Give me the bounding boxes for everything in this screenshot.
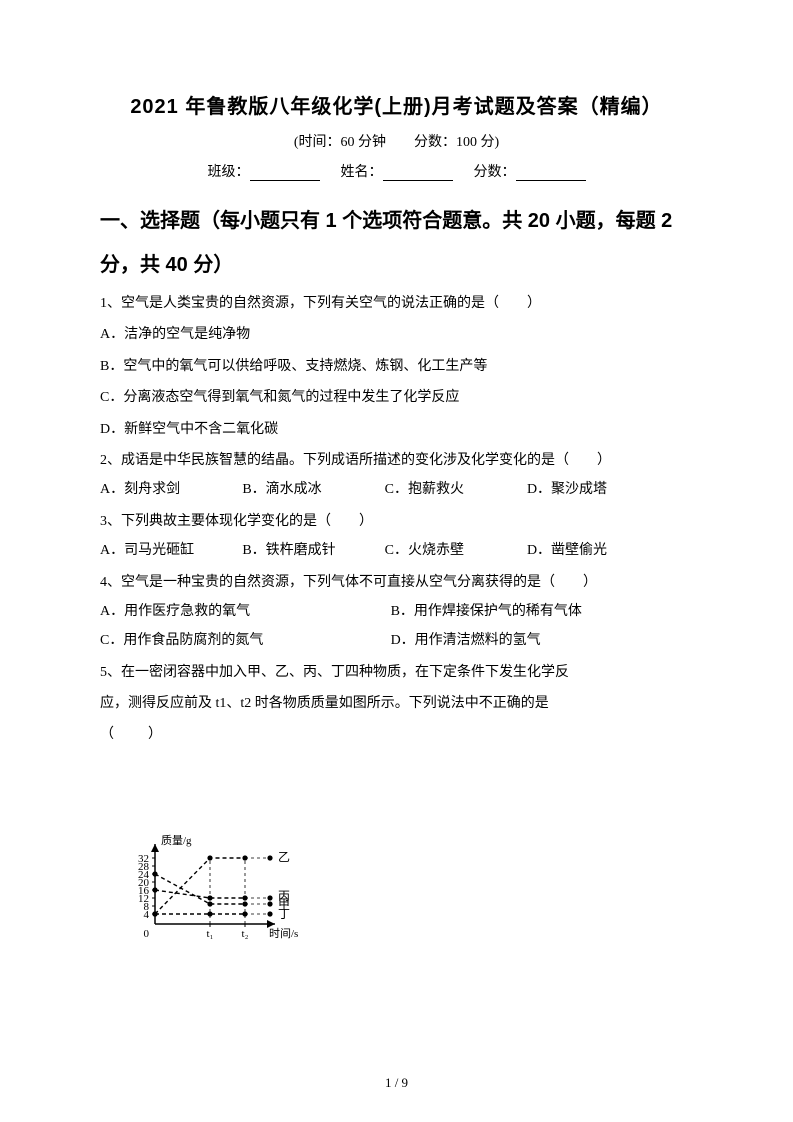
q3-optC: C．火烧赤壁 <box>385 536 527 565</box>
svg-text:丁: 丁 <box>278 907 290 921</box>
svg-text:乙: 乙 <box>278 850 290 864</box>
q4-optB: B．用作焊接保护气的稀有气体 <box>391 597 682 626</box>
svg-text:t₂: t₂ <box>242 928 249 939</box>
exam-meta: (时间：60 分钟 分数：100 分) <box>100 131 693 151</box>
label-score: 分数： <box>474 165 516 180</box>
q5-stem-1: 5、在一密闭容器中加入甲、乙、丙、丁四种物质，在下定条件下发生化学反 <box>100 658 693 687</box>
svg-text:0: 0 <box>144 928 150 939</box>
q1-optC: C．分离液态空气得到氧气和氮气的过程中发生了化学反应 <box>100 383 693 412</box>
blank-name[interactable] <box>383 166 453 181</box>
q2-stem: 2、成语是中华民族智慧的结晶。下列成语所描述的变化涉及化学变化的是（ ） <box>100 446 693 475</box>
q5-stem-2: 应，测得反应前及 t1、t2 时各物质质量如图所示。下列说法中不正确的是 <box>100 689 693 718</box>
q4-optA: A．用作医疗急救的氧气 <box>100 597 391 626</box>
q2-optC: C．抱薪救火 <box>385 475 527 504</box>
q4-options-row1: A．用作医疗急救的氧气B．用作焊接保护气的稀有气体 <box>100 597 693 626</box>
q4-options-row2: C．用作食品防腐剂的氮气D．用作清洁燃料的氢气 <box>100 626 693 655</box>
label-name: 姓名： <box>341 165 383 180</box>
fill-row: 班级： 姓名： 分数： <box>100 161 693 181</box>
q1-stem: 1、空气是人类宝贵的自然资源，下列有关空气的说法正确的是（ ） <box>100 289 693 318</box>
q3-optB: B．铁杵磨成针 <box>242 536 384 565</box>
svg-text:t₁: t₁ <box>207 928 214 939</box>
q4-optD: D．用作清洁燃料的氢气 <box>391 626 682 655</box>
q2-optA: A．刻舟求剑 <box>100 475 242 504</box>
q5-chart: 质量/g时间/s481216202428320t₁t₂乙丙甲丁 <box>110 764 693 944</box>
label-class: 班级： <box>208 165 250 180</box>
page-title: 2021 年鲁教版八年级化学(上册)月考试题及答案（精编） <box>100 90 693 119</box>
q1-optA: A．洁净的空气是纯净物 <box>100 320 693 349</box>
q3-optA: A．司马光砸缸 <box>100 536 242 565</box>
q2-options: A．刻舟求剑B．滴水成冰C．抱薪救火D．聚沙成塔 <box>100 475 693 504</box>
q1-optB: B．空气中的氧气可以供给呼吸、支持燃烧、炼钢、化工生产等 <box>100 352 693 381</box>
page-number: 1 / 9 <box>0 1075 793 1091</box>
svg-text:时间/s: 时间/s <box>269 927 298 939</box>
q5-stem-3: （ ） <box>100 720 693 749</box>
q2-optD: D．聚沙成塔 <box>527 475 669 504</box>
q2-optB: B．滴水成冰 <box>242 475 384 504</box>
q4-stem: 4、空气是一种宝贵的自然资源，下列气体不可直接从空气分离获得的是（ ） <box>100 568 693 597</box>
q4-optC: C．用作食品防腐剂的氮气 <box>100 626 391 655</box>
q3-optD: D．凿壁偷光 <box>527 536 669 565</box>
q3-options: A．司马光砸缸B．铁杵磨成针C．火烧赤壁D．凿壁偷光 <box>100 536 693 565</box>
q3-stem: 3、下列典故主要体现化学变化的是（ ） <box>100 507 693 536</box>
svg-text:32: 32 <box>138 853 149 865</box>
svg-text:质量/g: 质量/g <box>161 834 192 847</box>
q1-optD: D．新鲜空气中不含二氧化碳 <box>100 415 693 444</box>
blank-score[interactable] <box>516 166 586 181</box>
section-heading: 一、选择题（每小题只有 1 个选项符合题意。共 20 小题，每题 2 分，共 4… <box>100 199 693 287</box>
blank-class[interactable] <box>250 166 320 181</box>
